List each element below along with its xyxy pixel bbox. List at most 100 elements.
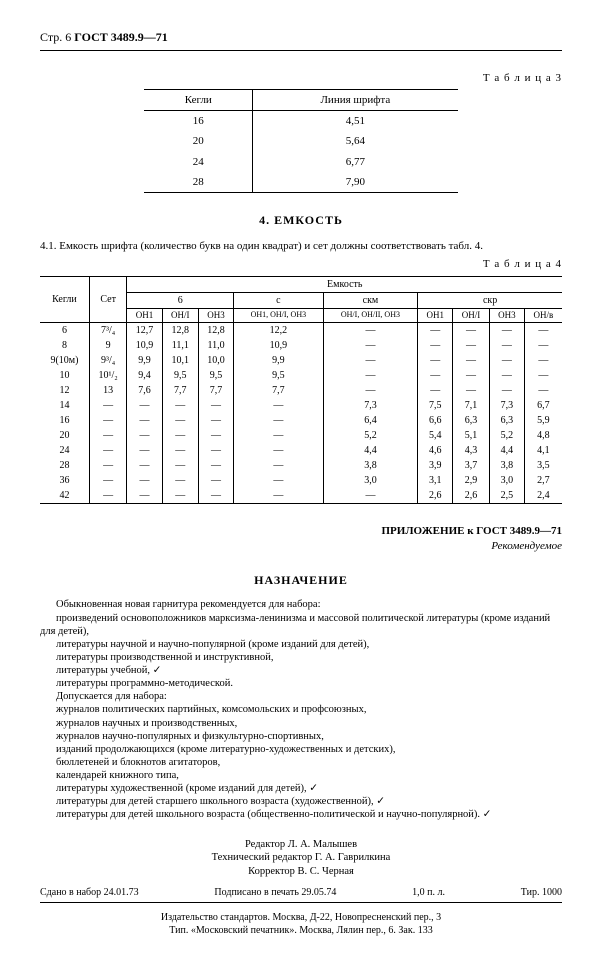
table-cell: 12,2 [234, 323, 324, 339]
table-cell: — [524, 383, 562, 398]
table-cell: — [89, 473, 127, 488]
table-cell: — [89, 488, 127, 504]
appendix-block: ПРИЛОЖЕНИЕ к ГОСТ 3489.9—71 Рекомендуемо… [40, 524, 562, 553]
table-cell: — [418, 383, 453, 398]
table-cell: — [418, 338, 453, 353]
body-line: литературы научной и научно-популярной (… [40, 638, 562, 651]
t4-sub-b: ОН/I, ОН/II, ОН3 [323, 308, 418, 323]
table-cell: — [524, 368, 562, 383]
table-cell: — [199, 428, 234, 443]
footer-l3: Тип. «Московский печатник». Москва, Ляли… [40, 924, 562, 937]
table-cell: 3,1 [418, 473, 453, 488]
t4-6: 6 [127, 292, 234, 308]
table-cell: 9,4 [127, 368, 162, 383]
table-cell: — [234, 398, 324, 413]
table-cell: 7,5 [418, 398, 453, 413]
table-cell: 6,3 [489, 413, 524, 428]
назначение-text: Обыкновенная новая гарнитура рекомендует… [40, 598, 562, 821]
table-cell: — [234, 428, 324, 443]
table-cell: 10¹/₂ [89, 368, 127, 383]
section-4-para: 4.1. Емкость шрифта (количество букв на … [40, 239, 562, 253]
table-cell: 9,5 [162, 368, 198, 383]
tech-editor: Технический редактор Г. А. Гаврилкина [40, 851, 562, 865]
t4-sub-on1b: ОН1 [418, 308, 453, 323]
table-cell: — [453, 383, 489, 398]
table-cell: — [234, 473, 324, 488]
table-cell: 2,5 [489, 488, 524, 504]
table-cell: — [234, 443, 324, 458]
table-cell: — [89, 428, 127, 443]
table-3: Кегли Линия шрифта 164,51205,64246,77287… [144, 89, 457, 193]
table-cell: — [127, 428, 162, 443]
editor: Редактор Л. А. Малышев [40, 838, 562, 852]
t4-skr: скр [418, 292, 562, 308]
table-cell: — [453, 338, 489, 353]
table-cell: 6,3 [453, 413, 489, 428]
t4-sub-on1: ОН1 [127, 308, 162, 323]
table-cell: — [127, 398, 162, 413]
table-cell: 12,8 [199, 323, 234, 339]
table-cell: — [127, 488, 162, 504]
body-line: изданий продолжающихся (кроме литературн… [40, 743, 562, 756]
table3-label: Т а б л и ц а 3 [40, 71, 562, 85]
table-cell: — [323, 368, 418, 383]
table-cell: — [89, 413, 127, 428]
table-cell: 3,7 [453, 458, 489, 473]
table-cell: — [162, 443, 198, 458]
table-cell: — [199, 413, 234, 428]
table-cell: 7,3 [489, 398, 524, 413]
table-cell: — [489, 383, 524, 398]
table-cell: — [162, 413, 198, 428]
table-cell: — [234, 458, 324, 473]
table-cell: 3,0 [323, 473, 418, 488]
page-number: Стр. 6 [40, 30, 71, 44]
table-cell: 7,1 [453, 398, 489, 413]
table-cell: 28 [40, 458, 89, 473]
table-cell: 24 [144, 152, 252, 172]
footer-1a: Сдано в набор 24.01.73 [40, 886, 139, 899]
table-cell: 5,4 [418, 428, 453, 443]
table-cell: — [524, 353, 562, 368]
table-cell: 5,2 [323, 428, 418, 443]
table-cell: — [89, 443, 127, 458]
table-cell: 9 [89, 338, 127, 353]
table-cell: 6 [40, 323, 89, 339]
table-cell: 20 [40, 428, 89, 443]
page-header: Стр. 6 ГОСТ 3489.9—71 [40, 30, 562, 51]
credits: Редактор Л. А. Малышев Технический редак… [40, 838, 562, 879]
table-cell: 10,1 [162, 353, 198, 368]
table-cell: — [453, 353, 489, 368]
body-line: литературы учебной, ✓ [40, 664, 562, 677]
table-cell: — [199, 398, 234, 413]
table-cell: 3,0 [489, 473, 524, 488]
body-line: журналов научно-популярных и физкультурн… [40, 730, 562, 743]
table-cell: 3,9 [418, 458, 453, 473]
t4-sub-onlb: ОН/I [453, 308, 489, 323]
table-cell: 2,7 [524, 473, 562, 488]
table-cell: 24 [40, 443, 89, 458]
t4-skm: скм [323, 292, 418, 308]
table-cell: 6,7 [524, 398, 562, 413]
table-cell: 28 [144, 172, 252, 193]
table-cell: 3,8 [489, 458, 524, 473]
standard-code: ГОСТ 3489.9—71 [74, 30, 168, 44]
table-cell: 3,5 [524, 458, 562, 473]
table-cell: 11,1 [162, 338, 198, 353]
table-cell: 13 [89, 383, 127, 398]
table-cell: 4,1 [524, 443, 562, 458]
table4-label: Т а б л и ц а 4 [40, 257, 562, 271]
table-cell: 11,0 [199, 338, 234, 353]
table-cell: 16 [40, 413, 89, 428]
table-cell: — [162, 488, 198, 504]
table-cell: — [418, 368, 453, 383]
table-cell: 16 [144, 111, 252, 132]
t4-set: Сет [89, 276, 127, 323]
table-cell: — [127, 413, 162, 428]
table-cell: 10,0 [199, 353, 234, 368]
footer-1b: Подписано в печать 29.05.74 [214, 886, 336, 899]
table-cell: — [89, 458, 127, 473]
table-cell: — [162, 428, 198, 443]
table3-h1: Кегли [144, 89, 252, 110]
table-cell: — [234, 488, 324, 504]
body-line: литературы для детей школьного возраста … [40, 808, 562, 821]
